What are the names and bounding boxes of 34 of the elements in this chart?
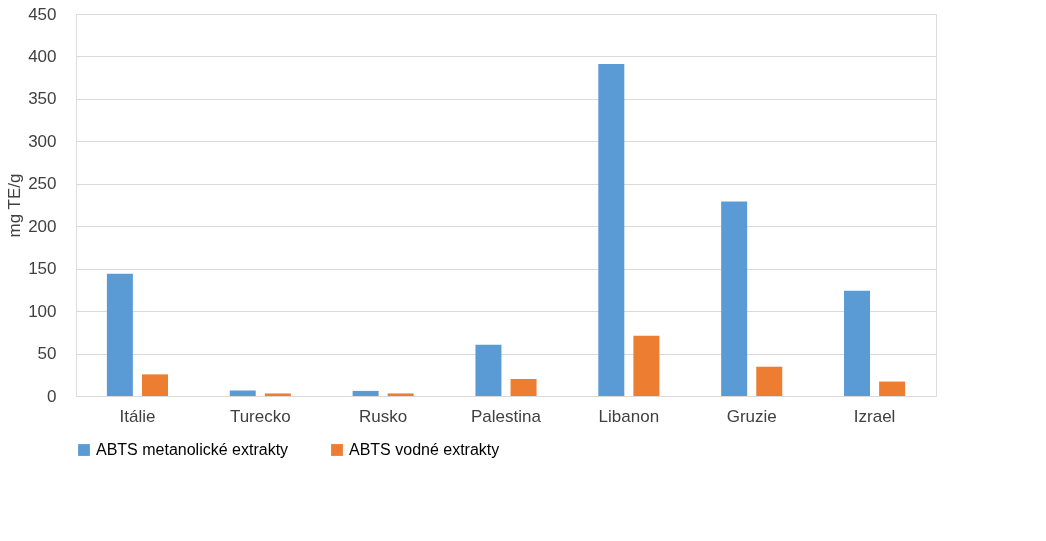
y-tick-label: 150 — [28, 259, 57, 279]
y-tick-label: 350 — [28, 89, 57, 109]
x-tick-label: Itálie — [119, 406, 156, 426]
bar — [598, 64, 625, 396]
y-tick-label: 250 — [28, 174, 57, 194]
x-tick-label: Turecko — [229, 406, 291, 426]
y-axis-title: mg TE/g — [5, 173, 25, 238]
x-tick-label: Gruzie — [726, 406, 777, 426]
x-tick-label: Libanon — [598, 406, 660, 426]
y-tick-label: 100 — [28, 301, 57, 321]
bar — [756, 366, 783, 396]
y-tick-label: 300 — [28, 131, 57, 151]
x-tick-label: Izrael — [853, 406, 896, 426]
legend-label: ABTS metanolické extrakty — [96, 441, 289, 458]
bar — [721, 201, 748, 396]
bar — [510, 379, 537, 396]
x-tick-label: Rusko — [359, 406, 408, 426]
bar — [844, 290, 871, 396]
bar — [141, 374, 168, 396]
bar — [352, 390, 379, 396]
y-tick-label: 200 — [28, 216, 57, 236]
bar — [879, 381, 906, 396]
y-tick-label: 50 — [37, 344, 57, 364]
y-tick-label: 0 — [47, 386, 57, 406]
bar — [633, 335, 660, 396]
bar — [264, 393, 291, 396]
bar — [387, 393, 414, 396]
legend-label: ABTS vodné extrakty — [349, 441, 500, 458]
bar — [475, 344, 502, 396]
bar — [106, 273, 133, 396]
y-tick-label: 400 — [28, 46, 57, 66]
bar — [229, 390, 256, 396]
y-tick-label: 450 — [28, 4, 57, 24]
x-tick-label: Palestina — [471, 406, 542, 426]
